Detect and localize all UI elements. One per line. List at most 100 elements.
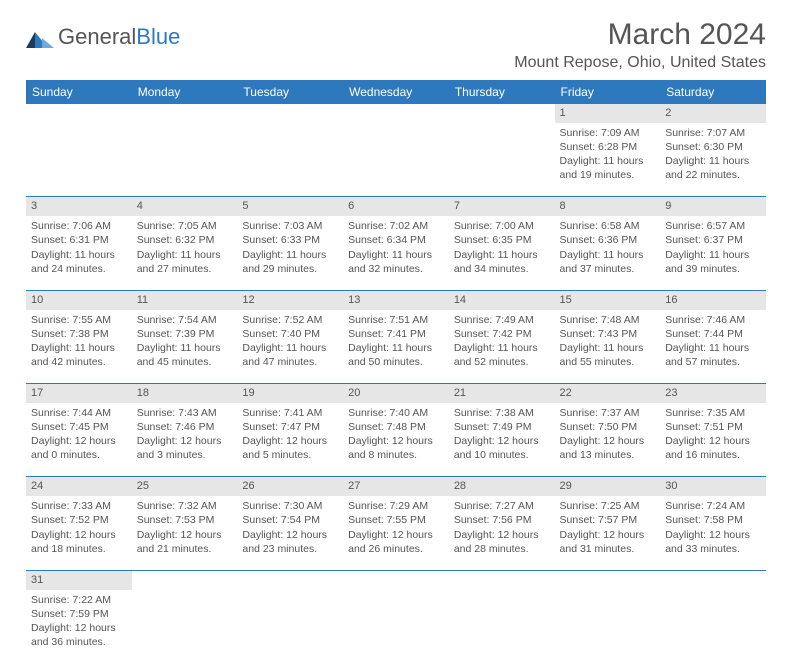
day-header: Saturday (660, 80, 766, 104)
day-number: 13 (343, 290, 449, 309)
week-row: Sunrise: 7:09 AMSunset: 6:28 PMDaylight:… (26, 123, 766, 197)
day-cell: Sunrise: 7:03 AMSunset: 6:33 PMDaylight:… (237, 216, 343, 290)
day-number: 15 (555, 290, 661, 309)
day-cell (555, 590, 661, 664)
day-number: 31 (26, 570, 132, 589)
sunrise-line: Sunrise: 6:57 AM (665, 219, 761, 233)
sunset-line: Sunset: 6:31 PM (31, 233, 127, 247)
day-cell: Sunrise: 7:55 AMSunset: 7:38 PMDaylight:… (26, 310, 132, 384)
day-cell (449, 590, 555, 664)
daylight-min-line: and 10 minutes. (454, 448, 550, 462)
day-number: 21 (449, 384, 555, 403)
sunset-line: Sunset: 7:44 PM (665, 327, 761, 341)
day-number: 11 (132, 290, 238, 309)
day-cell (237, 590, 343, 664)
week-row: Sunrise: 7:55 AMSunset: 7:38 PM Daylight:… (26, 310, 766, 384)
title-block: March 2024 Mount Repose, Ohio, United St… (514, 18, 766, 72)
day-cell: Sunrise: 7:32 AMSunset: 7:53 PMDaylight:… (132, 496, 238, 570)
sunrise-line: Sunrise: 7:32 AM (137, 499, 233, 513)
day-cell (132, 590, 238, 664)
day-number: 29 (555, 477, 661, 496)
sunrise-line: Sunrise: 7:00 AM (454, 219, 550, 233)
sunrise-line: Sunrise: 7:54 AM (137, 313, 233, 327)
daylight-min-line: and 26 minutes. (348, 542, 444, 556)
sunrise-line: Sunrise: 7:02 AM (348, 219, 444, 233)
daynum-row: 12 (26, 104, 766, 123)
daylight-line: Daylight: 11 hours (137, 341, 233, 355)
daylight-line: Daylight: 12 hours (137, 434, 233, 448)
day-cell (343, 123, 449, 197)
sunset-line: Sunset: 7:55 PM (348, 513, 444, 527)
calendar-table: SundayMondayTuesdayWednesdayThursdayFrid… (26, 80, 766, 664)
day-number: 27 (343, 477, 449, 496)
daylight-min-line: and 0 minutes. (31, 448, 127, 462)
sunrise-line: Sunrise: 7:37 AM (560, 406, 656, 420)
day-number: 16 (660, 290, 766, 309)
sunset-line: Sunset: 6:37 PM (665, 233, 761, 247)
week-row: Sunrise: 7:44 AMSunset: 7:45 PMDaylight:… (26, 403, 766, 477)
day-number: 5 (237, 197, 343, 216)
day-number: 4 (132, 197, 238, 216)
day-header: Wednesday (343, 80, 449, 104)
logo-word1: General (58, 24, 136, 49)
sunset-line: Sunset: 7:47 PM (242, 420, 338, 434)
day-cell: Sunrise: 7:06 AMSunset: 6:31 PMDaylight:… (26, 216, 132, 290)
day-number: 7 (449, 197, 555, 216)
daylight-line: Daylight: 12 hours (242, 528, 338, 542)
sunset-line: Sunset: 6:33 PM (242, 233, 338, 247)
sunset-line: Sunset: 7:57 PM (560, 513, 656, 527)
sunrise-line: Sunrise: 7:35 AM (665, 406, 761, 420)
day-number (449, 570, 555, 589)
day-number: 2 (660, 104, 766, 123)
daylight-min-line: and 42 minutes. (31, 355, 127, 369)
daylight-line: Daylight: 11 hours (560, 341, 656, 355)
day-cell: Sunrise: 7:46 AMSunset: 7:44 PMDaylight:… (660, 310, 766, 384)
sunset-line: Sunset: 7:51 PM (665, 420, 761, 434)
sunset-line: Sunset: 7:49 PM (454, 420, 550, 434)
day-cell: Sunrise: 7:00 AMSunset: 6:35 PMDaylight:… (449, 216, 555, 290)
day-cell: Sunrise: 7:52 AMSunset: 7:40 PMDaylight:… (237, 310, 343, 384)
daylight-line: Daylight: 11 hours (665, 154, 761, 168)
sunset-line: Sunset: 7:38 PM (31, 327, 127, 341)
daylight-min-line: and 52 minutes. (454, 355, 550, 369)
day-number: 6 (343, 197, 449, 216)
daylight-line: Daylight: 11 hours (665, 341, 761, 355)
sunset-line: Sunset: 7:46 PM (137, 420, 233, 434)
day-cell: Sunrise: 7:40 AMSunset: 7:48 PMDaylight:… (343, 403, 449, 477)
day-number: 14 (449, 290, 555, 309)
day-number: 8 (555, 197, 661, 216)
sunrise-line: Sunrise: 7:25 AM (560, 499, 656, 513)
daylight-min-line: and 8 minutes. (348, 448, 444, 462)
day-header: Monday (132, 80, 238, 104)
sunset-line: Sunset: 6:36 PM (560, 233, 656, 247)
sunset-line: Sunset: 7:58 PM (665, 513, 761, 527)
day-number (343, 570, 449, 589)
daylight-line: Daylight: 12 hours (31, 434, 127, 448)
daylight-min-line: and 47 minutes. (242, 355, 338, 369)
sunrise-line: Sunrise: 7:27 AM (454, 499, 550, 513)
daylight-min-line: and 37 minutes. (560, 262, 656, 276)
sunrise-line: Sunrise: 7:22 AM (31, 593, 127, 607)
week-row: Sunrise: 7:33 AMSunset: 7:52 PMDaylight:… (26, 496, 766, 570)
day-cell: Sunrise: 7:25 AMSunset: 7:57 PMDaylight:… (555, 496, 661, 570)
sunrise-line: Sunrise: 7:51 AM (348, 313, 444, 327)
daylight-min-line: and 18 minutes. (31, 542, 127, 556)
day-cell: Sunrise: 7:30 AMSunset: 7:54 PMDaylight:… (237, 496, 343, 570)
sunset-line: Sunset: 7:43 PM (560, 327, 656, 341)
sunset-line: Sunset: 7:53 PM (137, 513, 233, 527)
daylight-line: Daylight: 11 hours (31, 248, 127, 262)
sunrise-line: Sunrise: 7:55 AM (31, 313, 127, 327)
sunset-line: Sunset: 7:42 PM (454, 327, 550, 341)
sunrise-line: Sunrise: 7:41 AM (242, 406, 338, 420)
day-cell: Sunrise: 7:41 AMSunset: 7:47 PMDaylight:… (237, 403, 343, 477)
day-number: 20 (343, 384, 449, 403)
sunrise-line: Sunrise: 7:09 AM (560, 126, 656, 140)
day-number: 25 (132, 477, 238, 496)
day-number: 30 (660, 477, 766, 496)
day-cell: Sunrise: 7:29 AMSunset: 7:55 PMDaylight:… (343, 496, 449, 570)
daylight-min-line: and 13 minutes. (560, 448, 656, 462)
daylight-min-line: and 27 minutes. (137, 262, 233, 276)
daynum-row: 31 (26, 570, 766, 589)
daylight-min-line: and 23 minutes. (242, 542, 338, 556)
day-cell: Sunrise: 7:43 AMSunset: 7:46 PMDaylight:… (132, 403, 238, 477)
